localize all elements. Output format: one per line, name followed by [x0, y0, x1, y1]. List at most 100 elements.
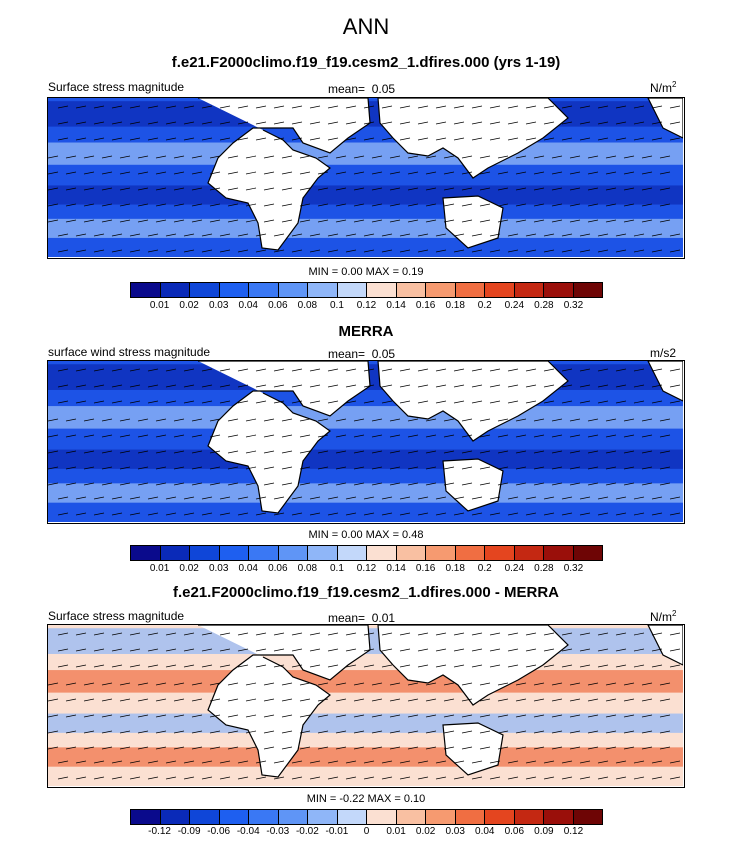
wind-vector: [641, 219, 653, 223]
wind-vector: [417, 121, 429, 125]
wind-vector: [165, 121, 177, 125]
wind-vector: [579, 249, 591, 253]
wind-vector: [669, 648, 681, 652]
wind-vector: [525, 776, 537, 780]
wind-vector: [273, 648, 285, 652]
colorbar-tick-label: 0.02: [179, 300, 199, 311]
wind-vector: [155, 171, 167, 175]
wind-vector: [633, 121, 645, 125]
wind-vector: [111, 105, 123, 109]
wind-vector: [209, 714, 221, 718]
wind-vector: [191, 714, 203, 718]
wind-vector: [489, 648, 501, 652]
wind-vector: [525, 233, 537, 237]
wind-vector: [245, 434, 257, 438]
wind-vector: [443, 682, 455, 686]
wind-vector: [75, 384, 87, 388]
wind-vector: [335, 682, 347, 686]
wind-vector: [299, 155, 311, 159]
continent-outline: [198, 98, 371, 251]
wind-vector: [633, 664, 645, 668]
wind-vector: [669, 496, 681, 500]
wind-vector: [353, 450, 365, 454]
wind-vector: [543, 233, 555, 237]
wind-vector: [461, 171, 473, 175]
wind-vector: [615, 137, 627, 141]
wind-vector: [353, 730, 365, 734]
wind-vector: [137, 418, 149, 422]
wind-vector: [525, 400, 537, 404]
wind-vector: [119, 155, 131, 159]
wind-vector: [111, 121, 123, 125]
wind-vector: [533, 698, 545, 702]
wind-vector: [119, 698, 131, 702]
wind-vector: [597, 760, 609, 764]
wind-vector: [353, 187, 365, 191]
wind-vector: [489, 760, 501, 764]
wind-vector: [597, 664, 609, 668]
wind-vector: [327, 632, 339, 636]
wind-vector: [263, 682, 275, 686]
wind-vector: [245, 187, 257, 191]
wind-vector: [309, 105, 321, 109]
wind-vector: [227, 450, 239, 454]
wind-vector: [227, 219, 239, 223]
wind-vector: [515, 203, 527, 207]
wind-vector: [165, 400, 177, 404]
wind-vector: [57, 776, 69, 780]
wind-vector: [119, 187, 131, 191]
wind-vector: [659, 746, 671, 750]
wind-vector: [263, 698, 275, 702]
wind-vector: [651, 137, 663, 141]
wind-vector: [669, 121, 681, 125]
wind-vector: [299, 698, 311, 702]
wind-vector: [353, 746, 365, 750]
wind-vector: [353, 682, 365, 686]
wind-vector: [579, 496, 591, 500]
wind-vector: [659, 187, 671, 191]
wind-vector: [299, 203, 311, 207]
wind-vector: [371, 714, 383, 718]
wind-vector: [533, 482, 545, 486]
colorbar-swatch: [544, 546, 574, 560]
wind-vector: [219, 632, 231, 636]
wind-vector: [147, 249, 159, 253]
wind-vector: [461, 482, 473, 486]
wind-vector: [633, 496, 645, 500]
wind-vector: [443, 187, 455, 191]
wind-vector: [93, 137, 105, 141]
wind-vector: [335, 466, 347, 470]
wind-vector: [551, 187, 563, 191]
wind-vector: [561, 121, 573, 125]
colorbar-tick-label: 0.02: [179, 563, 199, 574]
wind-vector: [569, 714, 581, 718]
wind-vector: [345, 760, 357, 764]
wind-vector: [579, 137, 591, 141]
wind-vector: [633, 632, 645, 636]
wind-vector: [525, 368, 537, 372]
wind-vector: [309, 233, 321, 237]
wind-vector: [579, 632, 591, 636]
field-band: [48, 483, 683, 503]
panel-1-mean-label: mean=: [328, 82, 366, 96]
wind-vector: [255, 632, 267, 636]
wind-vector: [507, 632, 519, 636]
wind-vector: [327, 496, 339, 500]
wind-vector: [633, 137, 645, 141]
wind-vector: [183, 512, 195, 516]
wind-vector: [659, 203, 671, 207]
wind-vector: [371, 746, 383, 750]
wind-vector: [101, 434, 113, 438]
wind-vector: [605, 698, 617, 702]
wind-vector: [309, 512, 321, 516]
wind-vector: [291, 105, 303, 109]
wind-vector: [615, 648, 627, 652]
wind-vector: [155, 203, 167, 207]
field-band: [48, 713, 683, 733]
wind-vector: [237, 368, 249, 372]
wind-vector: [579, 368, 591, 372]
wind-vector: [489, 233, 501, 237]
wind-vector: [273, 249, 285, 253]
wind-vector: [237, 137, 249, 141]
wind-vector: [227, 682, 239, 686]
